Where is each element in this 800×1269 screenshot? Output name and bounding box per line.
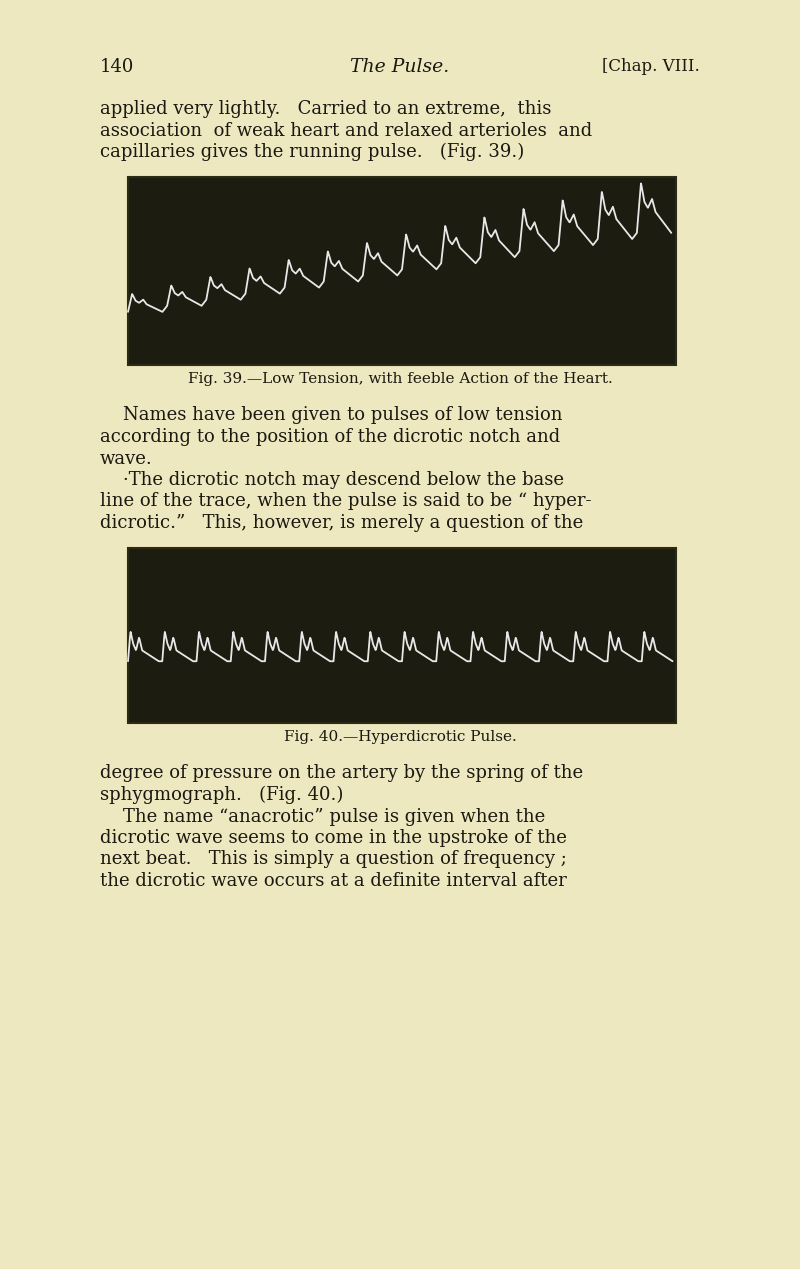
- Text: Fig. 40.—Hyperdicrotic Pulse.: Fig. 40.—Hyperdicrotic Pulse.: [284, 731, 516, 745]
- Text: ·The dicrotic notch may descend below the base: ·The dicrotic notch may descend below th…: [100, 471, 564, 489]
- Text: degree of pressure on the artery by the spring of the: degree of pressure on the artery by the …: [100, 764, 583, 783]
- Text: [Chap. VIII.: [Chap. VIII.: [602, 58, 700, 75]
- Text: dicrotic wave seems to come in the upstroke of the: dicrotic wave seems to come in the upstr…: [100, 829, 567, 846]
- Text: dicrotic.”   This, however, is merely a question of the: dicrotic.” This, however, is merely a qu…: [100, 514, 583, 532]
- Text: 140: 140: [100, 58, 134, 76]
- Text: Names have been given to pulses of low tension: Names have been given to pulses of low t…: [100, 406, 562, 425]
- Bar: [128, 176, 676, 364]
- Bar: [128, 547, 676, 722]
- Text: line of the trace, when the pulse is said to be “ hyper-: line of the trace, when the pulse is sai…: [100, 492, 591, 510]
- Text: wave.: wave.: [100, 449, 153, 467]
- Text: applied very lightly.   Carried to an extreme,  this: applied very lightly. Carried to an extr…: [100, 100, 551, 118]
- Text: according to the position of the dicrotic notch and: according to the position of the dicroti…: [100, 428, 560, 445]
- Text: The Pulse.: The Pulse.: [350, 58, 450, 76]
- Text: sphygmograph.   (Fig. 40.): sphygmograph. (Fig. 40.): [100, 786, 343, 805]
- Text: Fig. 39.—Low Tension, with feeble Action of the Heart.: Fig. 39.—Low Tension, with feeble Action…: [188, 373, 612, 387]
- Text: The name “anacrotic” pulse is given when the: The name “anacrotic” pulse is given when…: [100, 807, 546, 826]
- Text: capillaries gives the running pulse.   (Fig. 39.): capillaries gives the running pulse. (Fi…: [100, 143, 524, 161]
- Text: next beat.   This is simply a question of frequency ;: next beat. This is simply a question of …: [100, 850, 567, 868]
- Text: the dicrotic wave occurs at a definite interval after: the dicrotic wave occurs at a definite i…: [100, 872, 566, 890]
- Text: association  of weak heart and relaxed arterioles  and: association of weak heart and relaxed ar…: [100, 122, 592, 140]
